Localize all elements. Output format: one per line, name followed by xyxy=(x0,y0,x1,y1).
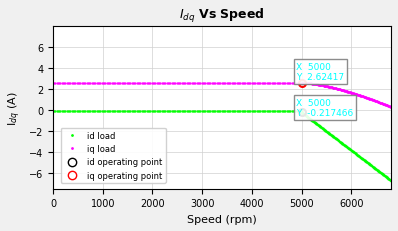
Legend: id load, iq load, id operating point, iq operating point: id load, iq load, id operating point, iq… xyxy=(60,128,166,183)
Title: $I_{dq}$ Vs Speed: $I_{dq}$ Vs Speed xyxy=(179,7,265,25)
Text: X  5000
Y  -0.217466: X 5000 Y -0.217466 xyxy=(297,98,354,118)
X-axis label: Speed (rpm): Speed (rpm) xyxy=(187,214,257,224)
Text: X  5000
Y  2.62417: X 5000 Y 2.62417 xyxy=(297,63,345,82)
Y-axis label: I$_{dq}$ (A): I$_{dq}$ (A) xyxy=(7,91,23,125)
